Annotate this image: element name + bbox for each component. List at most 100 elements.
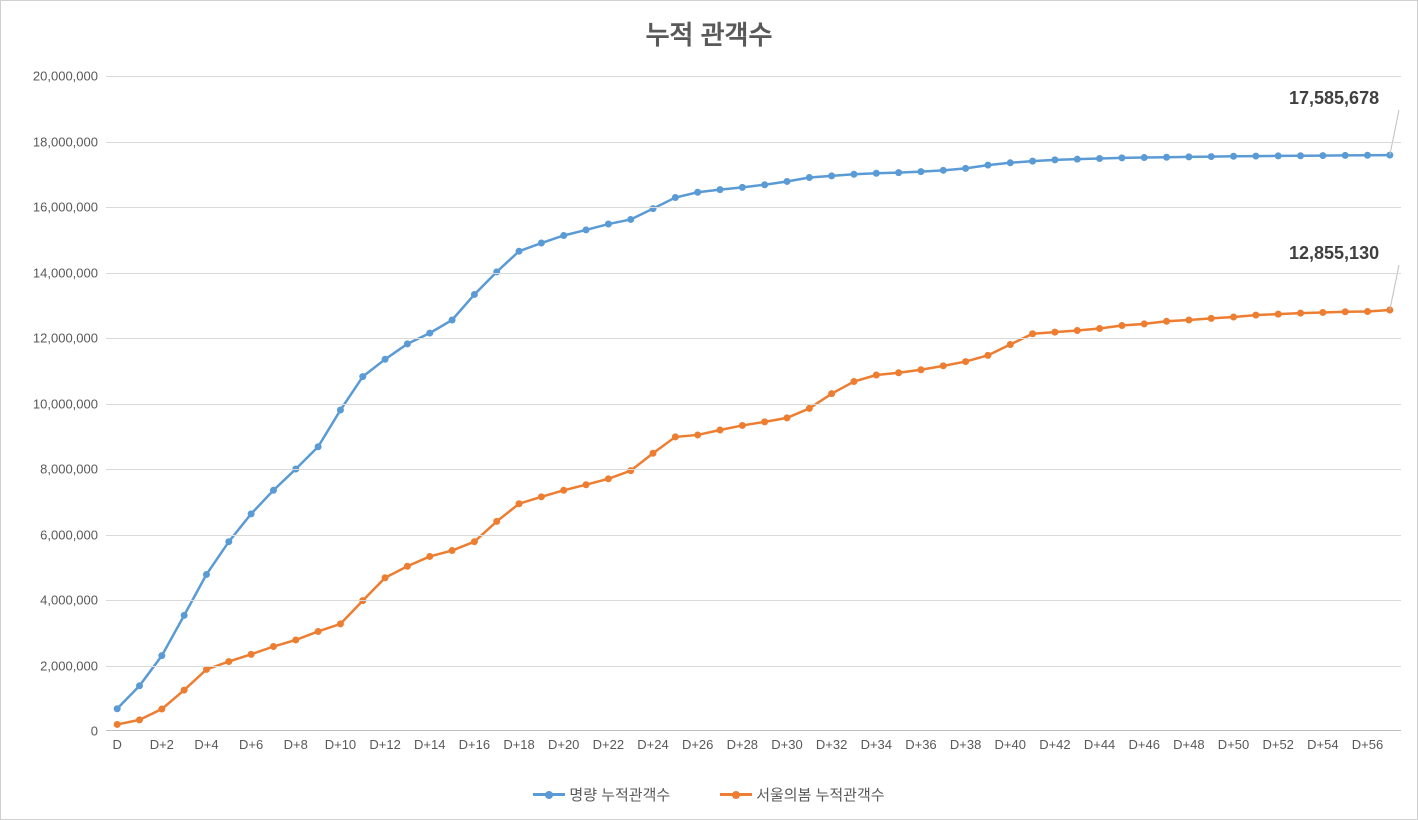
series-marker (315, 628, 322, 635)
series-marker (1364, 152, 1371, 159)
x-tick-label: D+26 (682, 737, 713, 752)
series-marker (1319, 152, 1326, 159)
series-marker (783, 414, 790, 421)
y-tick-label: 6,000,000 (40, 527, 98, 542)
series-marker (1252, 153, 1259, 160)
x-tick-label: D+40 (995, 737, 1026, 752)
series-marker (136, 716, 143, 723)
gridline (106, 469, 1401, 470)
series-line-1 (117, 310, 1390, 724)
gridline (106, 207, 1401, 208)
series-marker (739, 422, 746, 429)
plot-area: 02,000,0004,000,0006,000,0008,000,00010,… (106, 76, 1401, 731)
legend-label-0: 명량 누적관객수 (569, 784, 670, 805)
y-tick-label: 14,000,000 (33, 265, 98, 280)
gridline (106, 666, 1401, 667)
series-marker (114, 705, 121, 712)
series-marker (337, 620, 344, 627)
series-marker (672, 194, 679, 201)
series-marker (583, 481, 590, 488)
series-marker (248, 510, 255, 517)
series-marker (426, 553, 433, 560)
gridline (106, 142, 1401, 143)
x-axis-line (106, 730, 1401, 731)
series-marker (717, 427, 724, 434)
series-marker (1275, 152, 1282, 159)
series-marker (917, 168, 924, 175)
series-marker (1319, 309, 1326, 316)
series-marker (1074, 327, 1081, 334)
x-tick-label: D+16 (459, 737, 490, 752)
x-tick-label: D+36 (905, 737, 936, 752)
x-tick-label: D+44 (1084, 737, 1115, 752)
series-marker (672, 433, 679, 440)
series-marker (382, 574, 389, 581)
x-tick-label: D+14 (414, 737, 445, 752)
series-marker (828, 390, 835, 397)
series-marker (471, 538, 478, 545)
series-marker (382, 356, 389, 363)
series-marker (1007, 159, 1014, 166)
series-marker (605, 221, 612, 228)
series-marker (538, 493, 545, 500)
y-tick-label: 2,000,000 (40, 658, 98, 673)
series-marker (449, 316, 456, 323)
y-tick-label: 8,000,000 (40, 462, 98, 477)
series-end-label-1: 12,855,130 (1289, 243, 1379, 264)
series-marker (136, 682, 143, 689)
series-marker (627, 216, 634, 223)
x-tick-label: D+12 (369, 737, 400, 752)
y-tick-label: 18,000,000 (33, 134, 98, 149)
series-marker (761, 181, 768, 188)
series-marker (560, 232, 567, 239)
series-marker (203, 666, 210, 673)
series-marker (1051, 329, 1058, 336)
x-tick-label: D+6 (239, 737, 263, 752)
series-marker (1007, 341, 1014, 348)
x-tick-label: D+24 (637, 737, 668, 752)
x-tick-label: D+20 (548, 737, 579, 752)
x-tick-label: D+50 (1218, 737, 1249, 752)
series-marker (158, 706, 165, 713)
series-marker (895, 369, 902, 376)
y-tick-label: 10,000,000 (33, 396, 98, 411)
x-tick-label: D+28 (727, 737, 758, 752)
series-marker (650, 450, 657, 457)
series-marker (917, 366, 924, 373)
series-marker (1074, 156, 1081, 163)
series-marker (1275, 311, 1282, 318)
gridline (106, 76, 1401, 77)
legend-label-1: 서울의봄 누적관객수 (756, 784, 884, 805)
series-marker (940, 362, 947, 369)
series-marker (225, 658, 232, 665)
leader-line (1390, 110, 1399, 155)
series-marker (1252, 312, 1259, 319)
chart-container: 누적 관객수 02,000,0004,000,0006,000,0008,000… (0, 0, 1418, 820)
series-marker (873, 372, 880, 379)
series-marker (337, 407, 344, 414)
series-marker (225, 538, 232, 545)
series-marker (1118, 154, 1125, 161)
series-marker (203, 571, 210, 578)
y-tick-label: 0 (91, 724, 98, 739)
x-tick-label: D+2 (150, 737, 174, 752)
series-marker (984, 352, 991, 359)
series-marker (315, 443, 322, 450)
x-tick-label: D+8 (284, 737, 308, 752)
gridline (106, 338, 1401, 339)
legend-item-1: 서울의봄 누적관객수 (720, 784, 884, 805)
series-marker (850, 171, 857, 178)
gridline (106, 600, 1401, 601)
series-line-0 (117, 155, 1390, 709)
series-marker (1185, 153, 1192, 160)
series-marker (1051, 156, 1058, 163)
series-marker (1342, 152, 1349, 159)
x-tick-label: D+30 (771, 737, 802, 752)
series-marker (1185, 316, 1192, 323)
series-marker (1029, 158, 1036, 165)
series-marker (181, 687, 188, 694)
series-marker (739, 184, 746, 191)
x-tick-label: D (112, 737, 121, 752)
x-tick-label: D+52 (1262, 737, 1293, 752)
series-marker (783, 178, 790, 185)
